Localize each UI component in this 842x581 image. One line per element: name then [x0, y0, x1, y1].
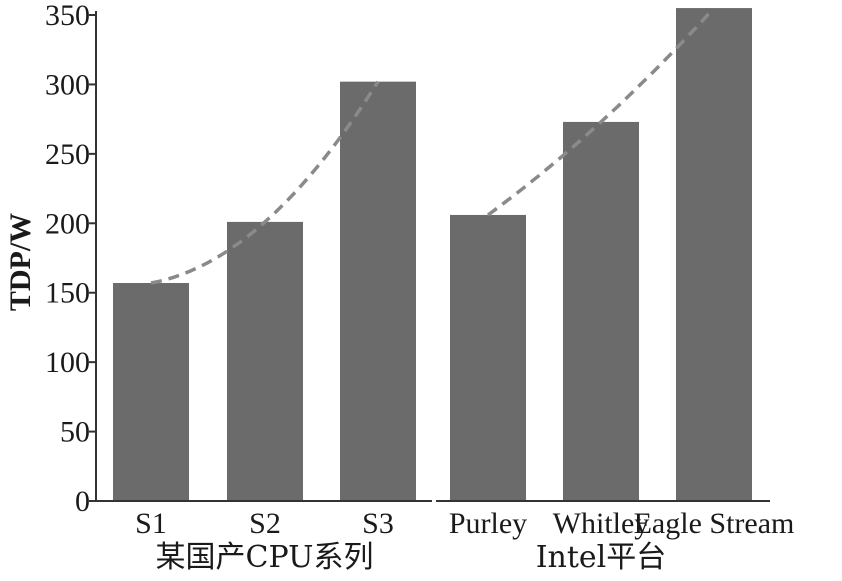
y-tick-label: 350 — [45, 0, 90, 32]
x-tick-label: Eagle Stream — [634, 507, 795, 540]
group-label: 某国产CPU系列 — [156, 540, 374, 575]
x-tick-label: Purley — [449, 507, 527, 540]
y-tick-label: 250 — [45, 138, 90, 171]
x-tick-label: S3 — [362, 507, 394, 540]
y-tick-label: 300 — [45, 68, 90, 101]
x-tick-label: S1 — [135, 507, 167, 540]
y-tick-label: 100 — [45, 346, 90, 379]
y-axis-label: TDP/W — [4, 213, 37, 311]
bar — [450, 214, 526, 501]
y-tick-label: 200 — [45, 207, 90, 240]
trend-lines — [150, 9, 715, 285]
trend-line — [150, 80, 380, 285]
bar — [113, 282, 189, 501]
bar — [676, 8, 752, 502]
bar — [340, 81, 416, 501]
bar — [563, 121, 639, 502]
y-axis: 0 50 100 150 200 250 300 350 — [45, 0, 97, 518]
trend-line — [486, 9, 715, 217]
bars — [113, 8, 752, 502]
x-tick-label: S2 — [249, 507, 281, 540]
y-tick-label: 150 — [45, 277, 90, 310]
y-tick-label: 0 — [75, 485, 90, 518]
y-tick-label: 50 — [60, 416, 90, 449]
group-label: Intel平台 — [536, 540, 667, 575]
bar — [227, 221, 303, 501]
x-tick-label: Whitley — [553, 507, 650, 540]
